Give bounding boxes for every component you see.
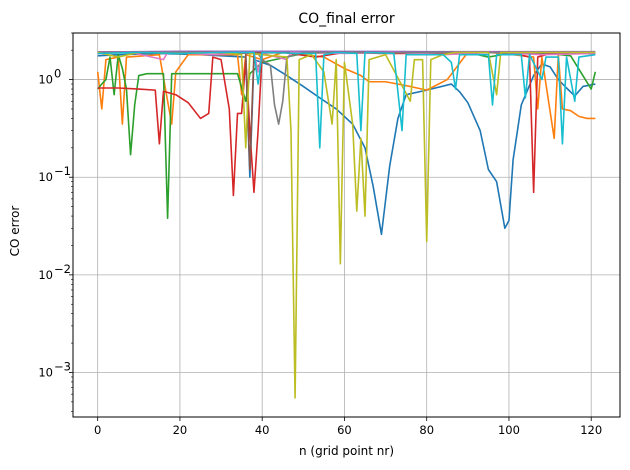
x-axis-label: n (grid point nr) [299,444,394,458]
x-tick-label: 60 [337,423,352,437]
x-tick-label: 20 [173,423,188,437]
x-tick-label: 40 [255,423,270,437]
plot-frame [72,32,621,418]
x-tick-label: 100 [498,423,520,437]
x-tick-label: 0 [94,423,101,437]
y-axis-label: CO error [8,206,22,257]
y-tick-label: 10 [38,170,53,184]
y-tick-label: 10 [38,268,53,282]
series-group [96,50,597,399]
series-line-cyan [97,51,596,149]
series-line-olive [97,51,596,399]
y-tick-label: 10 [38,365,53,379]
y-tick-label-exponent: −1 [54,164,71,178]
y-tick-label: 10 [38,73,53,87]
x-tick-label: 80 [419,423,434,437]
chart-title: CO_final error [298,11,395,27]
series-line-orange [96,51,596,140]
y-tick-label-exponent: 0 [54,67,61,81]
y-tick-label-exponent: −2 [54,262,71,276]
series-layer [96,50,597,399]
y-tick-label-exponent: −3 [54,359,71,373]
x-tick-label: 120 [580,423,602,437]
